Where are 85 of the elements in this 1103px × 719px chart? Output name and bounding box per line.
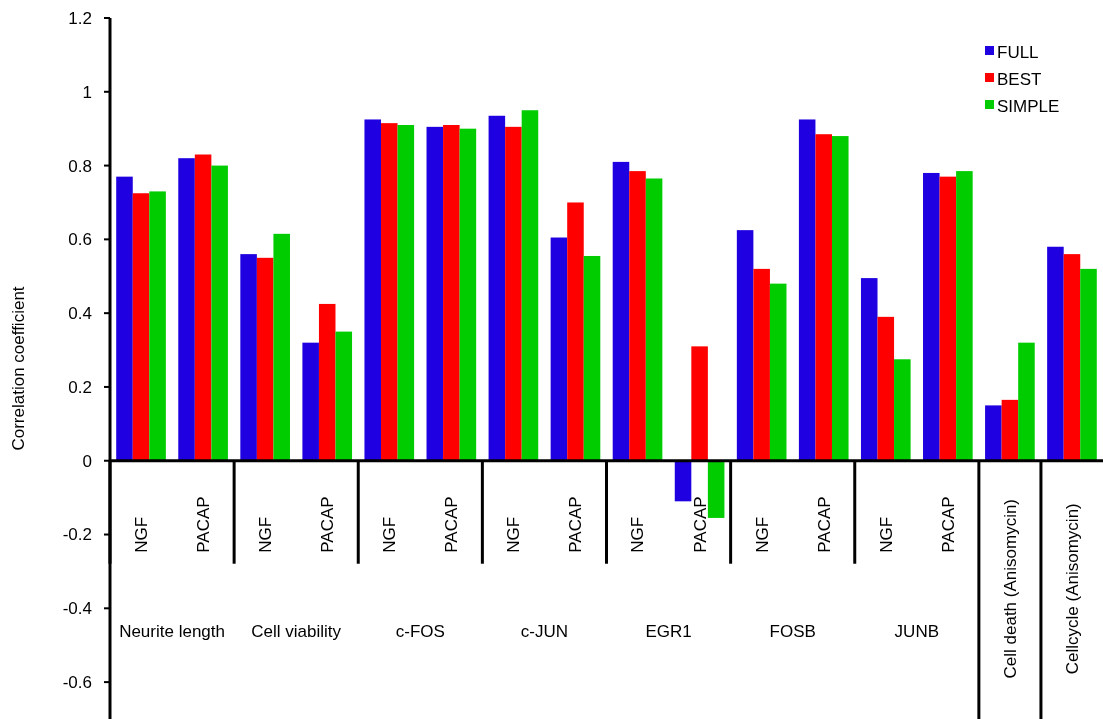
- bar: [505, 126, 522, 461]
- bar: [488, 115, 506, 461]
- bar: [736, 230, 754, 461]
- annotation: FOSB: [769, 621, 816, 641]
- bar: [860, 278, 878, 461]
- legend-label: FULL: [997, 42, 1039, 62]
- x-tick-label: NGF: [256, 516, 276, 553]
- x-tick-label: PACAP: [566, 496, 586, 553]
- y-tick-label: -0.6: [62, 673, 92, 693]
- bar: [397, 125, 415, 461]
- bar: [769, 283, 787, 461]
- bar: [753, 268, 770, 461]
- bar: [550, 237, 568, 461]
- bar: [381, 123, 398, 461]
- bar: [1063, 254, 1081, 461]
- bar: [211, 165, 228, 461]
- bar: [318, 303, 336, 461]
- bar: [459, 128, 477, 461]
- y-tick-label: 1.2: [68, 8, 92, 28]
- annotation: Neurite length: [119, 621, 225, 641]
- x-tick-label: PACAP: [938, 496, 958, 553]
- bar: [149, 191, 166, 461]
- bar: [521, 110, 539, 461]
- bar: [256, 257, 274, 461]
- x-tick-label: NGF: [131, 516, 151, 553]
- x-tick-label: NGF: [876, 516, 896, 553]
- bar: [443, 125, 460, 461]
- y-tick-label: -0.4: [62, 599, 92, 619]
- bar: [132, 193, 150, 461]
- bar: [939, 176, 957, 461]
- x-tick-label: NGF: [380, 516, 400, 553]
- bar: [815, 134, 832, 461]
- bar: [116, 176, 133, 461]
- legend-label: BEST: [997, 69, 1042, 89]
- bar: [426, 126, 444, 461]
- y-axis-title: Correlation coefficient: [9, 286, 28, 451]
- bar: [273, 233, 290, 461]
- x-tick-label: PACAP: [690, 496, 710, 553]
- bar: [240, 254, 257, 461]
- bar: [1047, 246, 1064, 461]
- bar: [567, 202, 584, 461]
- bar: [645, 178, 663, 461]
- x-tick-label: NGF: [752, 516, 772, 553]
- annotation: EGR1: [645, 621, 692, 641]
- bar: [894, 359, 911, 461]
- bar: [629, 171, 646, 461]
- bar: [1018, 342, 1035, 461]
- x-tick-label: PACAP: [318, 496, 338, 553]
- annotation: JUNB: [894, 621, 940, 641]
- legend-label: SIMPLE: [997, 96, 1060, 116]
- y-tick-label: 0.2: [68, 377, 92, 397]
- bar: [985, 405, 1002, 461]
- y-tick-label: -0.2: [62, 525, 92, 545]
- bar: [302, 342, 319, 461]
- bar: [923, 172, 940, 461]
- y-tick-label: 0: [82, 451, 92, 471]
- bar: [956, 171, 973, 461]
- annotation: c-FOS: [395, 621, 445, 641]
- bar: [877, 316, 895, 461]
- x-tick-label: PACAP: [194, 496, 214, 553]
- x-tick-label: PACAP: [814, 496, 834, 553]
- y-tick-label: 1: [82, 82, 92, 102]
- annotation: Cell viability: [251, 621, 342, 641]
- bar: [691, 346, 708, 461]
- y-tick-label: 0.8: [68, 156, 92, 176]
- bar: [583, 255, 601, 461]
- x-tick-label: PACAP: [442, 496, 462, 553]
- bar: [798, 119, 816, 461]
- x-tick-label: NGF: [628, 516, 648, 553]
- bar: [364, 119, 382, 461]
- y-tick-label: 0.4: [68, 304, 92, 324]
- bar: [831, 136, 849, 461]
- bar: [674, 460, 692, 502]
- x-tick-label: NGF: [504, 516, 524, 553]
- y-tick-label: 0.6: [68, 230, 92, 250]
- bar: [335, 331, 353, 461]
- bar: [612, 161, 630, 461]
- x-tick-label: Cellcycle (Anisomycin): [1062, 503, 1082, 675]
- bar: [707, 460, 725, 518]
- annotation: c-JUN: [520, 621, 569, 641]
- x-tick-label: Cell death (Anisomycin): [1000, 498, 1020, 679]
- bar: [1080, 268, 1097, 461]
- bar: [1001, 399, 1019, 461]
- bar: [194, 154, 212, 461]
- bar: [178, 158, 195, 461]
